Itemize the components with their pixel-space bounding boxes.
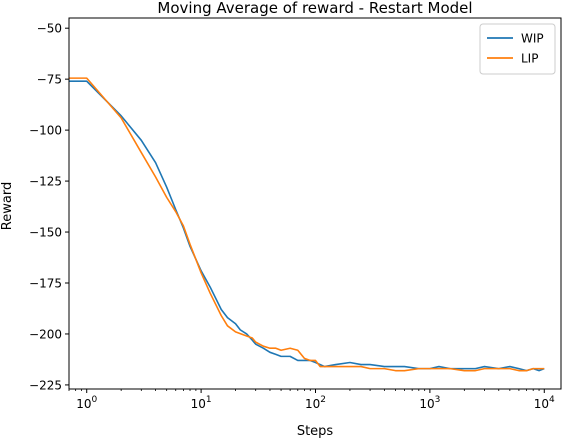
y-tick-label: −100 xyxy=(29,124,62,138)
y-tick-label: −225 xyxy=(29,378,62,392)
x-tick-label: 102 xyxy=(305,395,326,411)
y-axis-ticks: −50 −75 −100 −125 −150 −175 −200 −225 xyxy=(29,22,69,392)
y-tick-label: −50 xyxy=(37,22,62,36)
y-tick-label: −200 xyxy=(29,327,62,341)
legend-label-lip: LIP xyxy=(521,52,538,66)
x-tick-label: 100 xyxy=(76,395,97,411)
y-axis-label: Reward xyxy=(0,182,15,230)
x-tick-label: 104 xyxy=(534,395,555,411)
chart-title: Moving Average of reward - Restart Model xyxy=(157,0,472,17)
y-tick-label: −150 xyxy=(29,226,62,240)
y-tick-label: −75 xyxy=(37,73,62,87)
plot-frame xyxy=(68,17,562,390)
y-tick-label: −125 xyxy=(29,175,62,189)
series-layer xyxy=(69,77,545,372)
x-axis-ticks: 100 101 102 103 104 xyxy=(68,389,555,411)
legend: WIP LIP xyxy=(479,23,556,75)
series-line-lip xyxy=(69,77,545,372)
y-tick-label: −175 xyxy=(29,277,62,291)
legend-label-wip: WIP xyxy=(521,32,544,46)
x-axis-label: Steps xyxy=(297,424,334,438)
x-tick-label: 101 xyxy=(191,395,212,411)
x-tick-label: 103 xyxy=(419,395,440,411)
legend-box xyxy=(479,23,556,75)
